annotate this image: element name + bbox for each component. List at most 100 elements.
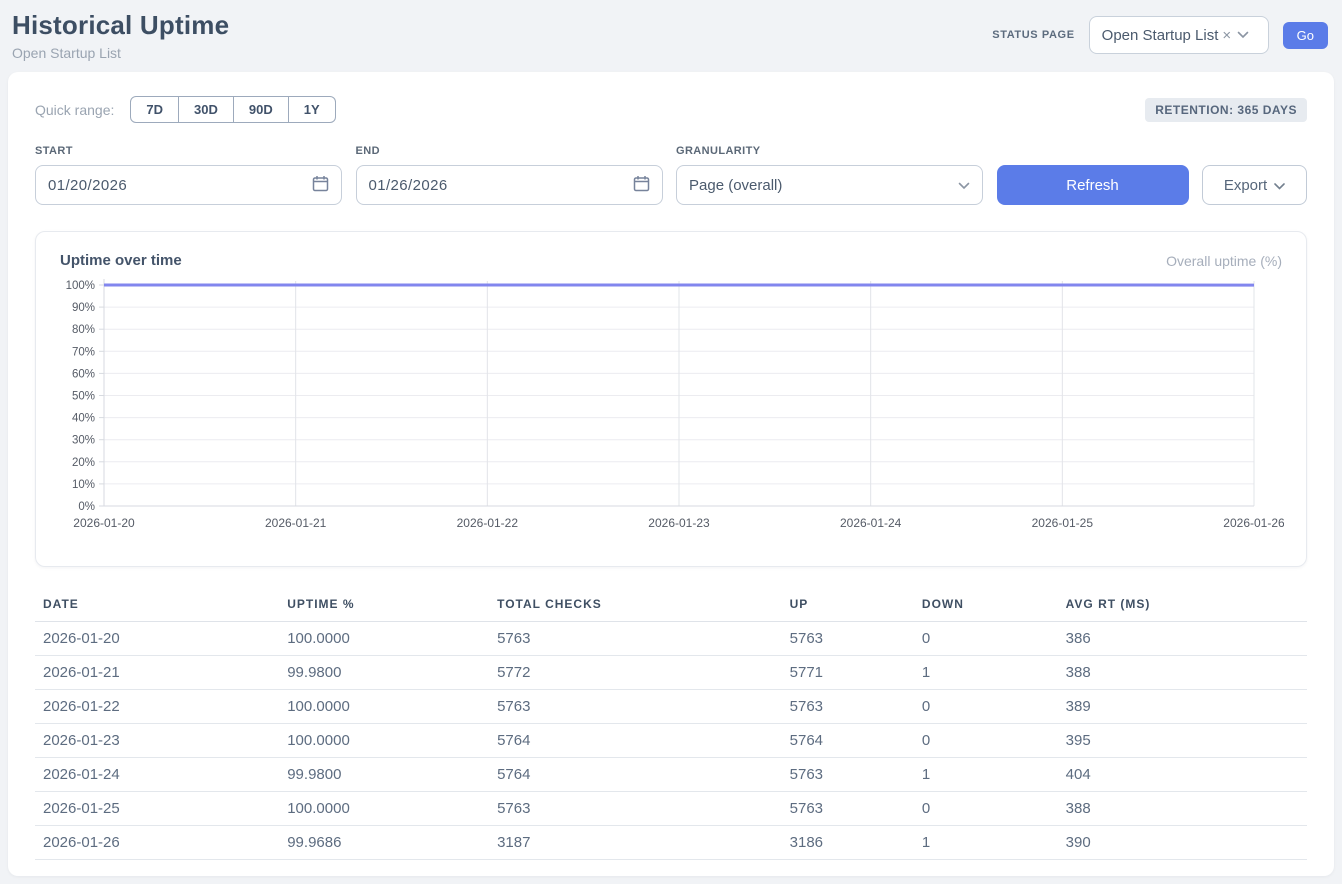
quick-range-7d[interactable]: 7D (130, 96, 179, 123)
svg-text:20%: 20% (72, 457, 95, 469)
end-date-label: END (356, 145, 663, 157)
svg-text:2026-01-22: 2026-01-22 (457, 516, 519, 530)
table-cell: 5772 (489, 656, 782, 690)
uptime-line-chart: 0%10%20%30%40%50%60%70%80%90%100%2026-01… (60, 275, 1284, 537)
table-row: 2026-01-25100.0000576357630388 (35, 792, 1307, 826)
clear-icon[interactable]: × (1222, 27, 1231, 44)
svg-text:2026-01-26: 2026-01-26 (1223, 516, 1284, 530)
quick-range-30d[interactable]: 30D (179, 96, 234, 123)
start-date-field: START 01/20/2026 (35, 145, 342, 205)
quick-range-label: Quick range: (35, 102, 114, 118)
table-cell: 5763 (489, 690, 782, 724)
table-cell: 100.0000 (279, 622, 489, 656)
table-cell: 5771 (782, 656, 914, 690)
svg-text:2026-01-25: 2026-01-25 (1032, 516, 1094, 530)
column-header: AVG RT (MS) (1058, 589, 1307, 622)
table-cell: 389 (1058, 690, 1307, 724)
calendar-icon[interactable] (312, 175, 329, 196)
calendar-icon[interactable] (633, 175, 650, 196)
table-cell: 5763 (782, 690, 914, 724)
status-page-value: Open Startup List (1102, 27, 1219, 44)
granularity-select[interactable]: Page (overall) (676, 165, 983, 205)
table-cell: 390 (1058, 826, 1307, 860)
table-header-row: DATEUPTIME %TOTAL CHECKSUPDOWNAVG RT (MS… (35, 589, 1307, 622)
quick-range-group: 7D30D90D1Y (130, 96, 335, 123)
table-cell: 3186 (782, 826, 914, 860)
svg-text:40%: 40% (72, 413, 95, 425)
table-cell: 388 (1058, 792, 1307, 826)
table-cell: 2026-01-22 (35, 690, 279, 724)
table-cell: 5764 (782, 724, 914, 758)
svg-text:70%: 70% (72, 346, 95, 358)
table-cell: 0 (914, 690, 1058, 724)
quick-range-row: Quick range: 7D30D90D1Y RETENTION: 365 D… (35, 96, 1307, 123)
table-cell: 3187 (489, 826, 782, 860)
table-cell: 5763 (489, 622, 782, 656)
table-row: 2026-01-22100.0000576357630389 (35, 690, 1307, 724)
quick-range-1y[interactable]: 1Y (289, 96, 336, 123)
filter-form-row: START 01/20/2026 END 01/26/2026 GRANULAR… (35, 145, 1307, 205)
table-cell: 2026-01-20 (35, 622, 279, 656)
column-header: UPTIME % (279, 589, 489, 622)
table-cell: 1 (914, 826, 1058, 860)
chevron-down-icon (958, 177, 970, 194)
status-page-select[interactable]: Open Startup List × (1089, 16, 1269, 54)
svg-text:30%: 30% (72, 435, 95, 447)
table-cell: 388 (1058, 656, 1307, 690)
chart-legend: Overall uptime (%) (1166, 253, 1282, 269)
table-row: 2026-01-2499.9800576457631404 (35, 758, 1307, 792)
start-date-label: START (35, 145, 342, 157)
table-cell: 100.0000 (279, 792, 489, 826)
end-date-value: 01/26/2026 (369, 177, 448, 194)
table-cell: 2026-01-26 (35, 826, 279, 860)
column-header: TOTAL CHECKS (489, 589, 782, 622)
table-cell: 1 (914, 656, 1058, 690)
svg-text:2026-01-23: 2026-01-23 (648, 516, 710, 530)
table-cell: 5764 (489, 724, 782, 758)
svg-text:50%: 50% (72, 391, 95, 403)
table-cell: 404 (1058, 758, 1307, 792)
end-date-field: END 01/26/2026 (356, 145, 663, 205)
table-cell: 1 (914, 758, 1058, 792)
table-cell: 0 (914, 622, 1058, 656)
column-header: DOWN (914, 589, 1058, 622)
granularity-value: Page (overall) (689, 177, 782, 194)
table-cell: 5764 (489, 758, 782, 792)
export-button-label: Export (1224, 177, 1267, 194)
page-title: Historical Uptime (12, 10, 229, 41)
refresh-button[interactable]: Refresh (997, 165, 1189, 205)
svg-text:60%: 60% (72, 368, 95, 380)
start-date-value: 01/20/2026 (48, 177, 127, 194)
status-page-label: STATUS PAGE (992, 29, 1074, 41)
table-cell: 99.9686 (279, 826, 489, 860)
table-cell: 386 (1058, 622, 1307, 656)
start-date-input[interactable]: 01/20/2026 (35, 165, 342, 205)
end-date-input[interactable]: 01/26/2026 (356, 165, 663, 205)
quick-range-90d[interactable]: 90D (234, 96, 289, 123)
table-cell: 5763 (489, 792, 782, 826)
table-row: 2026-01-23100.0000576457640395 (35, 724, 1307, 758)
table-cell: 5763 (782, 792, 914, 826)
column-header: UP (782, 589, 914, 622)
table-cell: 2026-01-23 (35, 724, 279, 758)
svg-text:2026-01-24: 2026-01-24 (840, 516, 902, 530)
table-cell: 2026-01-24 (35, 758, 279, 792)
title-block: Historical Uptime Open Startup List (12, 10, 229, 61)
go-button[interactable]: Go (1283, 22, 1328, 49)
table-row: 2026-01-2199.9800577257711388 (35, 656, 1307, 690)
retention-badge: RETENTION: 365 DAYS (1145, 98, 1307, 122)
page-subtitle: Open Startup List (12, 45, 229, 61)
table-cell: 100.0000 (279, 724, 489, 758)
svg-text:100%: 100% (66, 280, 95, 292)
status-page-controls: STATUS PAGE Open Startup List × Go (992, 16, 1328, 54)
column-header: DATE (35, 589, 279, 622)
table-cell: 0 (914, 792, 1058, 826)
table-cell: 0 (914, 724, 1058, 758)
table-cell: 395 (1058, 724, 1307, 758)
top-bar: Historical Uptime Open Startup List STAT… (0, 0, 1342, 64)
table-cell: 5763 (782, 622, 914, 656)
export-button[interactable]: Export (1202, 165, 1307, 205)
svg-text:0%: 0% (78, 501, 95, 513)
daily-uptime-table: DATEUPTIME %TOTAL CHECKSUPDOWNAVG RT (MS… (35, 589, 1307, 860)
table-row: 2026-01-20100.0000576357630386 (35, 622, 1307, 656)
